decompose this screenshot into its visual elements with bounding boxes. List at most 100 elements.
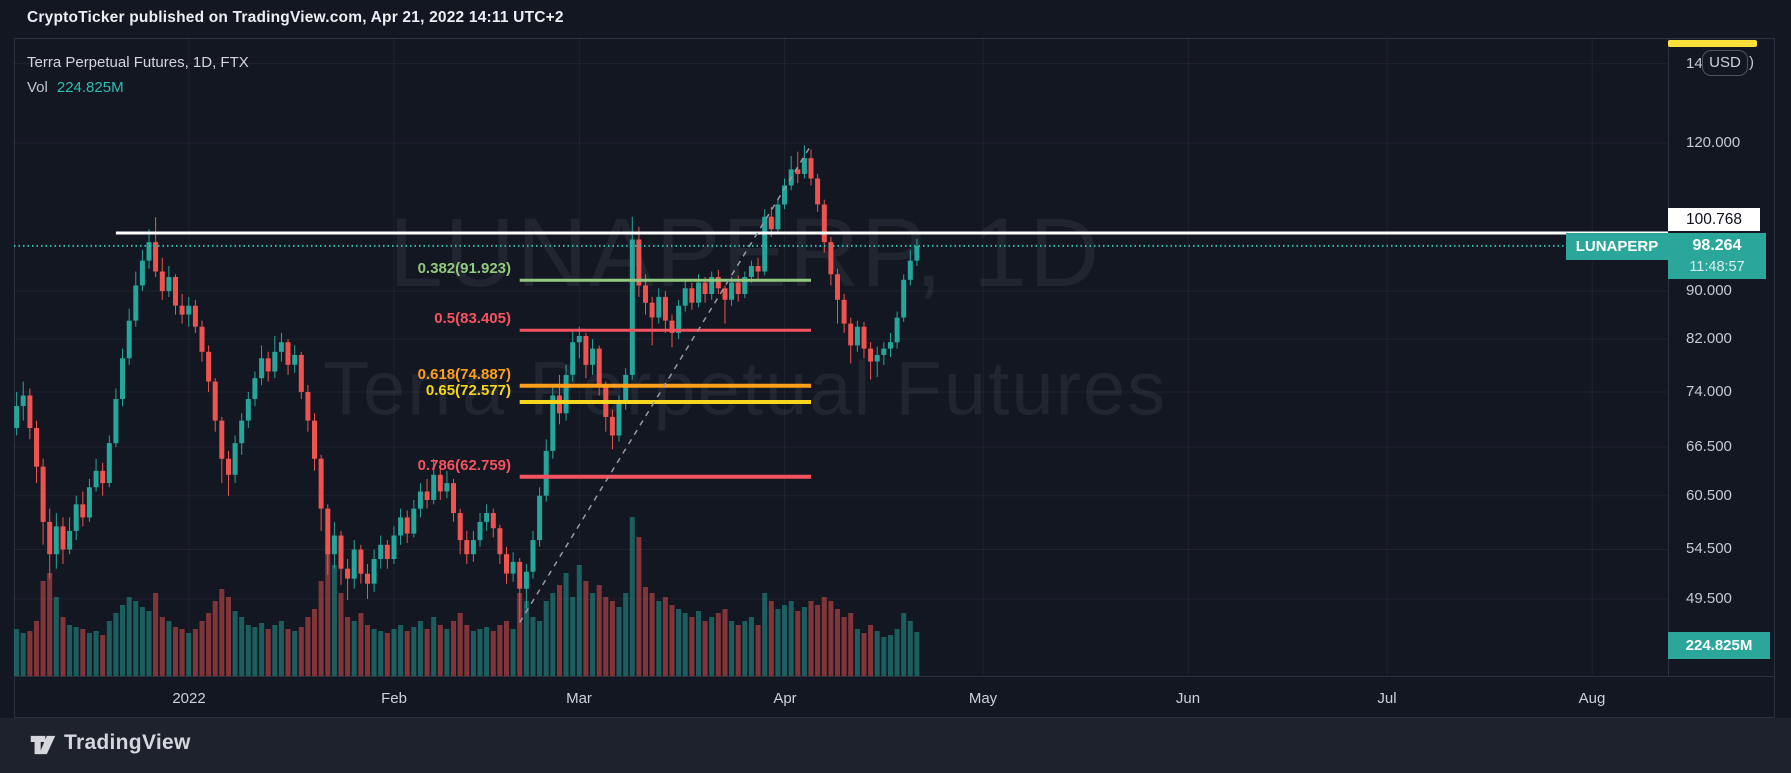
volume-bar: [894, 629, 900, 676]
volume-bar: [742, 621, 748, 676]
volume-bar: [874, 631, 880, 676]
candle-body: [901, 279, 907, 318]
candle-body: [153, 242, 159, 272]
volume-bar: [391, 629, 397, 676]
volume-bar: [563, 573, 569, 676]
candle-body: [696, 282, 701, 303]
volume-indicator-label[interactable]: Vol: [27, 79, 48, 96]
candle-body: [557, 395, 562, 414]
horizontal-line-price-label: 100.768: [1668, 208, 1760, 231]
candle-body: [643, 285, 648, 303]
fib-level-label: 0.786(62.759): [417, 457, 511, 474]
volume-bar: [643, 587, 648, 676]
volume-bar: [371, 629, 377, 676]
tradingview-brand-text[interactable]: TradingView: [64, 731, 191, 754]
volume-bar: [365, 625, 370, 676]
volume-bar: [729, 621, 735, 676]
volume-bar: [907, 621, 913, 676]
candle-body: [537, 495, 543, 541]
volume-bar: [451, 621, 456, 676]
price-tick: 120.000: [1686, 134, 1741, 151]
candle-body: [199, 326, 205, 352]
bar-countdown: 11:48:57: [1689, 259, 1745, 275]
volume-bar: [285, 629, 291, 676]
volume-bar: [259, 623, 265, 676]
candle-body: [186, 305, 192, 315]
volume-bar: [543, 601, 549, 676]
chart-legend: Terra Perpetual Futures, 1D, FTX Vol 224.…: [27, 54, 249, 96]
candle-body: [755, 266, 761, 272]
volume-bar: [888, 635, 893, 676]
volume-bar: [431, 617, 437, 676]
volume-bar: [768, 601, 774, 676]
candle-body: [470, 540, 476, 555]
candle-body: [510, 561, 516, 574]
volume-bar: [497, 625, 503, 676]
candle-body: [14, 406, 20, 428]
candle-body: [590, 348, 596, 365]
volume-bar: [305, 617, 311, 676]
candle-body: [854, 326, 860, 346]
symbol-title[interactable]: Terra Perpetual Futures, 1D, FTX: [27, 54, 249, 71]
candle-body: [146, 242, 152, 261]
volume-bar: [517, 593, 523, 676]
price-tick: 74.000: [1686, 383, 1732, 400]
candle-body: [629, 239, 635, 375]
volume-bar: [782, 605, 787, 676]
candle-body: [490, 513, 496, 529]
volume-bar: [318, 581, 324, 676]
time-tick: May: [968, 690, 998, 707]
candle-body: [358, 549, 364, 574]
candle-body: [563, 374, 569, 414]
candle-body: [504, 554, 509, 574]
volume-bar: [252, 627, 258, 676]
candle-body: [338, 535, 344, 569]
watermark-title: Terra Perpetual Futures: [322, 346, 1168, 432]
candle-body: [662, 296, 668, 321]
volume-bar: [762, 593, 768, 676]
candle-body: [179, 305, 185, 315]
volume-bar: [398, 625, 404, 676]
currency-toggle-button[interactable]: USD: [1702, 50, 1748, 76]
volume-bar: [179, 629, 185, 676]
candle-body: [722, 288, 728, 300]
volume-bar: [404, 631, 410, 676]
candle-body: [636, 239, 642, 286]
candle-body: [881, 348, 887, 355]
candle-body: [735, 282, 741, 294]
volume-bar: [417, 621, 423, 676]
volume-bar: [557, 585, 562, 676]
volume-bar: [245, 625, 251, 676]
candle-body: [245, 399, 251, 421]
candle-body: [841, 299, 847, 324]
candle-body: [457, 513, 463, 541]
volume-bar: [8, 625, 13, 677]
volume-bar: [338, 593, 344, 676]
volume-bar: [80, 629, 86, 676]
candle-body: [93, 470, 99, 488]
volume-bar: [477, 629, 483, 676]
volume-bar: [457, 613, 463, 676]
volume-axis-badge: 224.825M: [1668, 632, 1770, 659]
candle-body: [715, 277, 721, 289]
candle-body: [285, 342, 291, 365]
volume-bar: [808, 601, 814, 676]
volume-bar: [384, 633, 390, 676]
volume-bar: [570, 597, 576, 676]
candle-body: [212, 381, 218, 421]
candle-body: [583, 336, 589, 365]
candle-body: [808, 158, 814, 179]
volume-bar: [345, 617, 351, 676]
trendline[interactable]: [519, 144, 812, 623]
volume-bar: [735, 625, 741, 676]
axis-highlight-bar: [1668, 40, 1757, 47]
volume-bar: [437, 625, 443, 676]
pane[interactable]: [8, 38, 1669, 677]
volume-bar: [682, 613, 688, 676]
candle-body: [365, 573, 370, 584]
tradingview-logo-icon[interactable]: [30, 732, 56, 763]
candle-body: [34, 428, 39, 467]
candle-body: [404, 517, 410, 534]
candle-body: [232, 443, 238, 475]
